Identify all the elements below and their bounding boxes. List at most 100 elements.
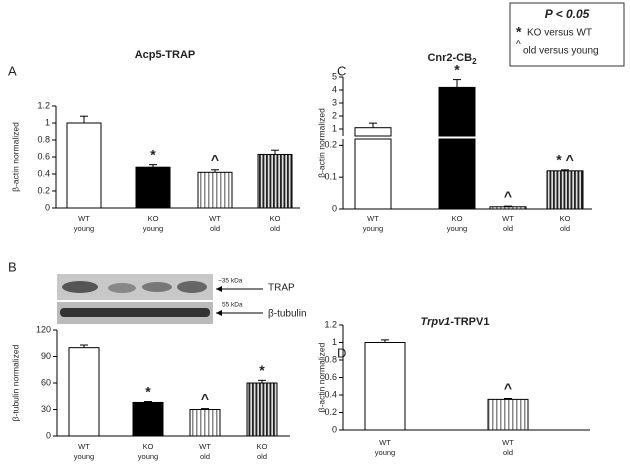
- legend: P < 0.05 * KO versus WT ^ old versus you…: [509, 2, 625, 67]
- legend-title: P < 0.05: [545, 7, 590, 21]
- x-tick-label: young: [363, 224, 383, 233]
- blot-band: [177, 281, 207, 293]
- x-tick-label: WT: [502, 214, 514, 223]
- x-tick-label: KO: [560, 214, 571, 223]
- y-tick-label: 0.2: [324, 140, 337, 150]
- y-tick-label: 0.4: [37, 168, 50, 178]
- x-tick-label: WT: [502, 438, 514, 447]
- y-tick-label: 0.2: [324, 407, 337, 417]
- x-tick-label: old: [200, 452, 210, 461]
- x-tick-label: KO: [143, 442, 154, 451]
- x-tick-label: young: [74, 224, 94, 233]
- band-name: β-tubulin: [268, 309, 307, 320]
- y-tick-label: 0: [46, 430, 51, 440]
- x-tick-label: WT: [379, 438, 391, 447]
- arrow-head: [216, 310, 222, 316]
- legend-box: [509, 2, 625, 67]
- y-tick-label: 3: [332, 97, 337, 107]
- legend-symbol: ^: [516, 40, 521, 51]
- bar-lower: [354, 138, 392, 210]
- significance-marker: ^: [211, 151, 219, 167]
- legend-text: KO versus WT: [527, 28, 592, 39]
- bar: [546, 170, 584, 210]
- arrow-head: [216, 286, 222, 292]
- significance-marker: ^: [504, 380, 512, 396]
- y-tick-label: 1.2: [324, 319, 337, 329]
- x-tick-label: KO: [257, 442, 268, 451]
- panel-title: Cnr2-CB2: [427, 52, 477, 66]
- x-tick-label: WT: [199, 442, 211, 451]
- x-tick-label: WT: [367, 214, 379, 223]
- x-tick-label: WT: [78, 214, 90, 223]
- bar: [257, 153, 293, 209]
- band-size: ~35 kDa: [218, 278, 243, 285]
- y-tick-label: 0.8: [37, 134, 50, 144]
- panel-letter: A: [8, 63, 17, 78]
- legend-symbol: *: [516, 24, 522, 40]
- band-name: TRAP: [268, 283, 295, 294]
- significance-marker: ^: [201, 390, 209, 406]
- x-tick-label: old: [210, 224, 220, 233]
- y-tick-label: 60: [41, 377, 51, 387]
- panel-title: Trpv1-TRPV1: [421, 316, 490, 328]
- y-tick-label: 2: [332, 110, 337, 120]
- significance-marker: *: [259, 362, 265, 378]
- x-tick-label: WT: [209, 214, 221, 223]
- x-tick-label: young: [447, 224, 467, 233]
- y-tick-label: 0.8: [324, 354, 337, 364]
- x-tick-label: KO: [148, 214, 159, 223]
- blot-band: [108, 283, 136, 293]
- western-blot: ~35 kDa TRAP 55 kDa β-tubulin: [57, 274, 307, 324]
- y-tick-label: 0.4: [324, 389, 337, 399]
- x-tick-label: old: [503, 448, 513, 457]
- bar: [438, 86, 476, 137]
- title-italic: Trpv1: [421, 316, 451, 328]
- bar: [66, 122, 102, 209]
- y-axis-label: β-tubulin normalized: [10, 344, 20, 421]
- x-tick-label: old: [560, 224, 570, 233]
- y-tick-label: 1.2: [37, 100, 50, 110]
- panel-letter: B: [8, 259, 17, 274]
- significance-marker: ^: [504, 188, 512, 204]
- y-tick-label: 0.1: [324, 172, 337, 182]
- blot-band: [60, 308, 210, 317]
- x-tick-label: KO: [452, 214, 463, 223]
- x-tick-label: young: [375, 448, 395, 457]
- y-tick-label: 4: [332, 84, 337, 94]
- title-text: Acp5-TRAP: [135, 49, 196, 61]
- y-tick-label: 0: [45, 202, 50, 212]
- bar: [132, 401, 164, 437]
- x-tick-label: young: [74, 452, 94, 461]
- y-tick-label: 0.6: [324, 372, 337, 382]
- blot-band: [142, 282, 172, 292]
- panel: Bβ-tubulin normalized0306090120WTyoung*K…: [8, 259, 290, 461]
- x-tick-label: WT: [78, 442, 90, 451]
- x-tick-label: young: [138, 452, 158, 461]
- significance-marker: *: [454, 61, 460, 77]
- bar: [246, 382, 278, 437]
- x-tick-label: young: [143, 224, 163, 233]
- y-tick-label: 120: [36, 324, 51, 334]
- x-tick-label: old: [503, 224, 513, 233]
- bar: [354, 127, 392, 137]
- y-tick-label: 0.6: [37, 151, 50, 161]
- y-tick-label: 0: [332, 424, 337, 434]
- title-text: -TRPV1: [450, 316, 489, 328]
- bar: [189, 409, 221, 437]
- bar: [489, 206, 527, 210]
- legend-text: old versus young: [523, 46, 599, 57]
- panel: D Trpv1-TRPV1 β-actin normalized 0 0.2 0.4 0.6…: [316, 316, 590, 457]
- bar: [68, 347, 100, 437]
- y-axis-label: β-actin normalized: [316, 108, 326, 178]
- x-tick-label: KO: [270, 214, 281, 223]
- y-axis-label: β-actin normalized: [316, 342, 326, 412]
- bar: [364, 342, 406, 431]
- y-tick-label: 30: [41, 404, 51, 414]
- title-subscript: 2: [472, 57, 477, 66]
- panel: A Acp5-TRAP β-actin normalized 0 0.2 0.4 0.6 0.…: [8, 49, 300, 233]
- band-size: 55 kDa: [222, 302, 243, 309]
- bar: [487, 398, 529, 431]
- x-tick-label: old: [257, 452, 267, 461]
